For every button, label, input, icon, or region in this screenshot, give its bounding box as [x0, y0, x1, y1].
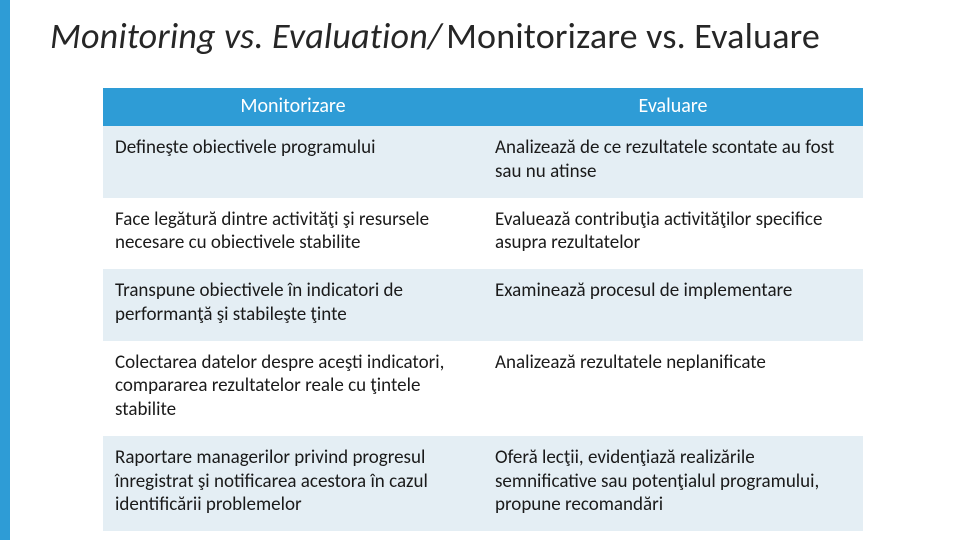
table-row: Face legătură dintre activităţi şi resur… — [103, 198, 863, 270]
slide: Monitoring vs. Evaluation/ Monitorizare … — [0, 0, 960, 540]
cell-monitorizare: Colectarea datelor despre aceşti indicat… — [103, 341, 483, 436]
cell-monitorizare: Defineşte obiectivele programului — [103, 126, 483, 198]
cell-evaluare: Evaluează contribuţia activităţilor spec… — [483, 198, 863, 270]
table-header-row: Monitorizare Evaluare — [103, 88, 863, 126]
cell-evaluare: Examinează procesul de implementare — [483, 269, 863, 341]
cell-evaluare: Oferă lecţii, evidenţiază realizările se… — [483, 436, 863, 531]
table-row: Transpune obiectivele în indicatori de p… — [103, 269, 863, 341]
page-title: Monitoring vs. Evaluation/ Monitorizare … — [50, 14, 916, 58]
col-header-evaluare: Evaluare — [483, 88, 863, 126]
col-header-monitorizare: Monitorizare — [103, 88, 483, 126]
title-romanian: Monitorizare vs. Evaluare — [446, 14, 820, 58]
table-row: Colectarea datelor despre aceşti indicat… — [103, 341, 863, 436]
table-row: Defineşte obiectivele programului Analiz… — [103, 126, 863, 198]
cell-monitorizare: Raportare managerilor privind progresul … — [103, 436, 483, 531]
comparison-table: Monitorizare Evaluare Defineşte obiectiv… — [103, 88, 863, 531]
accent-bar — [0, 0, 10, 540]
cell-monitorizare: Transpune obiectivele în indicatori de p… — [103, 269, 483, 341]
table-row: Raportare managerilor privind progresul … — [103, 436, 863, 531]
cell-evaluare: Analizează de ce rezultatele scontate au… — [483, 126, 863, 198]
table-body: Defineşte obiectivele programului Analiz… — [103, 126, 863, 531]
title-english: Monitoring vs. Evaluation/ — [50, 14, 442, 58]
cell-monitorizare: Face legătură dintre activităţi şi resur… — [103, 198, 483, 270]
cell-evaluare: Analizează rezultatele neplanificate — [483, 341, 863, 436]
